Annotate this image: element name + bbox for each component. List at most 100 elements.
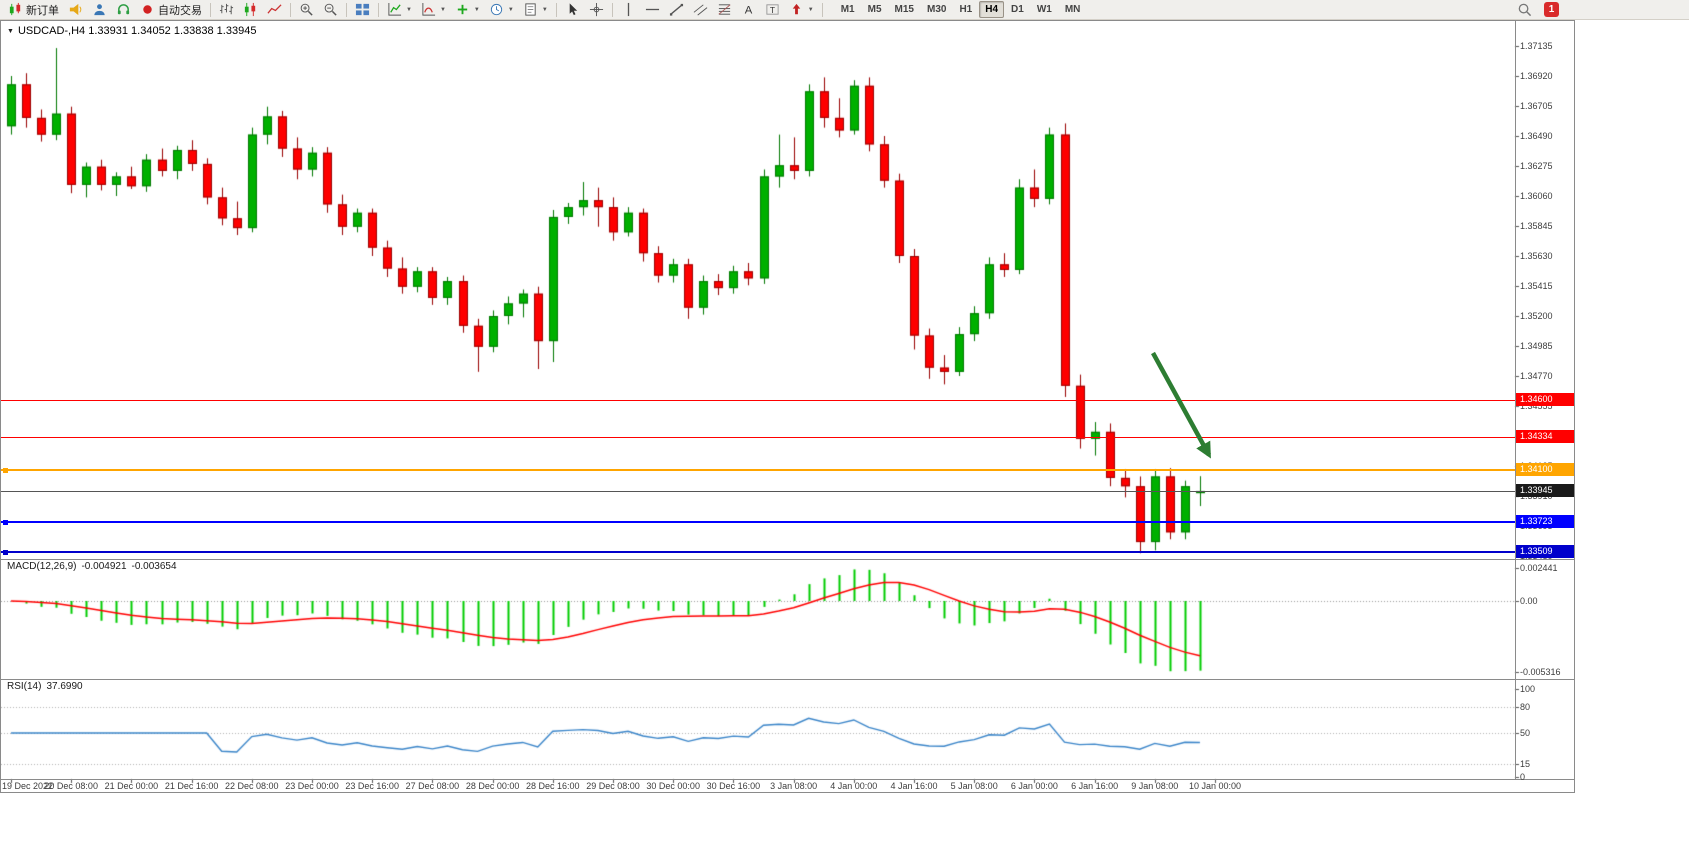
macd-signal-value: -0.003654 — [131, 561, 177, 572]
line-handle[interactable] — [3, 468, 8, 473]
toolbar-separator — [346, 2, 347, 17]
crosshair-button[interactable] — [585, 0, 608, 19]
profile-button[interactable] — [88, 0, 111, 19]
candlestick-chart-button[interactable] — [239, 0, 262, 19]
line-chart-button[interactable] — [263, 0, 286, 19]
hline-icon — [645, 2, 660, 17]
timeframe-button-W1[interactable]: W1 — [1036, 4, 1052, 15]
price-axis-label: 1.35630 — [1520, 251, 1553, 261]
macd-axis-label: 0.002441 — [1520, 563, 1558, 574]
rsi-axis-label: 80 — [1520, 701, 1531, 712]
timeframe-button-H4[interactable]: H4 — [979, 1, 1005, 18]
template-icon — [523, 2, 538, 17]
horizontal-line-1.33723[interactable] — [1, 521, 1515, 523]
tile-windows-button[interactable] — [351, 0, 374, 19]
new-order-button[interactable]: 新订单 — [4, 0, 63, 19]
timeframe-button-M30[interactable]: M30 — [926, 4, 947, 15]
bar-chart-button[interactable] — [215, 0, 238, 19]
label-button[interactable]: T — [761, 0, 784, 19]
chart-canvas[interactable] — [1, 21, 1574, 792]
price-badge-1.33509: 1.33509 — [1516, 545, 1574, 558]
zoom-out-button[interactable] — [319, 0, 342, 19]
toolbar-separator — [555, 2, 557, 17]
vertical-line-button[interactable] — [617, 0, 640, 19]
horizontal-line-1.34100[interactable] — [1, 469, 1515, 471]
trendline-button[interactable] — [665, 0, 688, 19]
time-axis-label: 23 Dec 16:00 — [345, 781, 399, 791]
dropdown-caret-icon[interactable]: ▼ — [507, 6, 514, 13]
down-trend-arrow-annotation[interactable] — [1139, 341, 1229, 476]
templates-button[interactable]: ▼ — [519, 0, 552, 19]
equidistant-channel-button[interactable] — [689, 0, 712, 19]
timeframe-button-M15[interactable]: M15 — [894, 4, 914, 15]
macd-name: MACD(12,26,9) — [7, 561, 77, 572]
symbol-dropdown-icon[interactable]: ▼ — [7, 28, 14, 35]
dropdown-caret-icon[interactable]: ▼ — [439, 6, 446, 13]
dropdown-caret-icon[interactable]: ▼ — [541, 6, 548, 13]
macd-axis-label: 0.00 — [1520, 596, 1538, 606]
indicators-button[interactable]: ▼ — [383, 0, 416, 19]
plus-icon — [455, 2, 470, 17]
zoom-out-icon — [323, 2, 338, 17]
arrowmark-icon — [789, 2, 804, 17]
chart-title-text: USDCAD-,H4 1.33931 1.34052 1.33838 1.339… — [17, 25, 257, 37]
indicator-icon — [387, 2, 402, 17]
horizontal-line-button[interactable] — [641, 0, 664, 19]
time-axis-label: 30 Dec 16:00 — [706, 781, 761, 791]
zoom-in-button[interactable] — [295, 0, 318, 19]
dropdown-caret-icon[interactable]: ▼ — [807, 6, 814, 13]
price-axis-label: 1.35415 — [1520, 281, 1553, 291]
timeframe-button-M5[interactable]: M5 — [867, 4, 882, 15]
price-axis-label: 1.35200 — [1520, 311, 1553, 321]
fibonacci-button[interactable] — [713, 0, 736, 19]
textT-icon: T — [765, 2, 780, 17]
vline-icon — [621, 2, 636, 17]
autotrade-icon — [140, 2, 155, 17]
support-button[interactable] — [112, 0, 135, 19]
notification-badge[interactable]: 1 — [1544, 2, 1559, 17]
crosshair-icon — [589, 2, 604, 17]
time-axis-label: 28 Dec 00:00 — [465, 781, 520, 791]
announcement-button[interactable] — [64, 0, 87, 19]
bars-icon — [219, 2, 234, 17]
dropdown-caret-icon[interactable]: ▼ — [406, 6, 412, 13]
line-handle[interactable] — [3, 520, 8, 525]
timeframe-button-D1[interactable]: D1 — [1011, 4, 1024, 15]
timeframe-button-M1[interactable]: M1 — [840, 4, 855, 15]
indicator-window-button[interactable]: ▼ — [417, 0, 450, 19]
rsi-axis-label: 50 — [1520, 728, 1531, 738]
line-handle[interactable] — [3, 550, 8, 555]
candles-icon — [243, 2, 258, 17]
text-button[interactable]: A — [737, 0, 760, 19]
price-badge-1.34600: 1.34600 — [1516, 393, 1574, 406]
toolbar-separator — [210, 2, 211, 17]
current-price-line[interactable] — [1, 491, 1515, 492]
price-badge-1.33723: 1.33723 — [1516, 515, 1574, 528]
cursor-button[interactable] — [561, 0, 584, 19]
search-button[interactable] — [1513, 0, 1536, 19]
horizontal-line-1.34334[interactable] — [1, 437, 1515, 438]
autotrade-button-label: 自动交易 — [158, 4, 202, 17]
rsi-axis-label: 15 — [1520, 758, 1531, 769]
timeframe-button-MN[interactable]: MN — [1064, 4, 1081, 15]
time-axis-label: 22 Dec 08:00 — [225, 781, 279, 791]
periods-button[interactable]: ▼ — [485, 0, 518, 19]
time-axis-label: 21 Dec 16:00 — [164, 781, 219, 791]
horizontal-line-1.34600[interactable] — [1, 400, 1515, 401]
autotrade-button[interactable]: 自动交易 — [136, 0, 206, 19]
panel-separator-main[interactable] — [1, 559, 1574, 560]
horizontal-line-1.33509[interactable] — [1, 551, 1515, 553]
arrows-button[interactable]: ▼ — [785, 0, 818, 19]
panel-separator-rsi[interactable] — [1, 779, 1574, 780]
time-axis-label: 23 Dec 00:00 — [285, 781, 339, 791]
timeframe-button-H1[interactable]: H1 — [959, 4, 973, 15]
add-object-button[interactable]: ▼ — [451, 0, 484, 19]
rsi-value: 37.6990 — [46, 681, 83, 692]
dropdown-caret-icon[interactable]: ▼ — [473, 6, 480, 13]
macd-axis-label: -0.005316 — [1520, 667, 1561, 678]
toolbar: 新订单 自动交易 ▼ ▼ ▼ ▼ ▼ A T ▼ M1 M5 M15 M30 H1 H4 D1 W1 MN 1 — [0, 0, 1689, 20]
panel-separator-macd[interactable] — [1, 679, 1574, 680]
clock-icon — [489, 2, 504, 17]
new-order-button-label: 新订单 — [26, 4, 59, 17]
person-icon — [92, 2, 107, 17]
